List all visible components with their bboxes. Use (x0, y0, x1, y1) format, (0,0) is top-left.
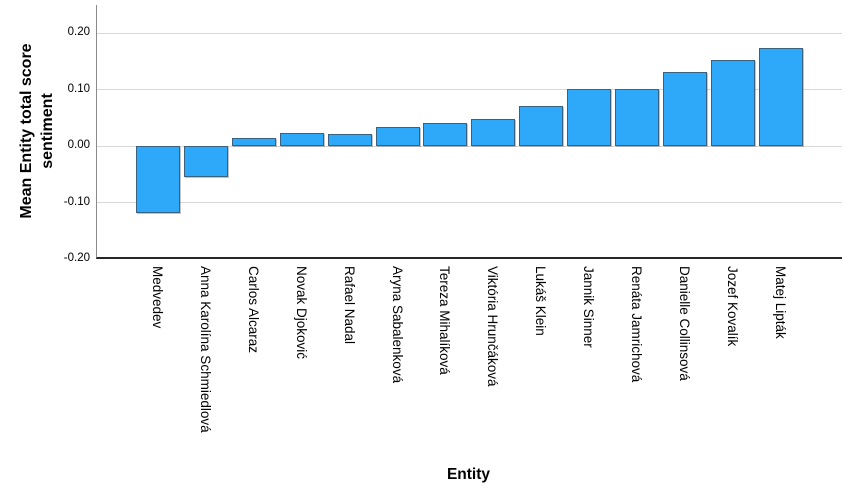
x-tick-label: Renáta Jamrichová (629, 266, 644, 383)
x-tick-label: Novak Djoković (293, 266, 309, 360)
bar (710, 59, 755, 146)
gridline (97, 145, 842, 147)
y-tick-label: -0.20 (63, 252, 90, 264)
x-tick-label: Aryna Sabalenková (389, 266, 405, 384)
gridline (97, 89, 842, 91)
x-tick-label: Viktória Hrunčáková (485, 266, 501, 387)
y-tick-label: -0.10 (63, 195, 90, 208)
x-tick-label: Danielle Collinsová (676, 266, 692, 381)
x-tick-label: Matej Lipták (772, 266, 788, 339)
x-tick-label: Tereza Mihalíková (437, 266, 453, 375)
gridline (97, 32, 842, 34)
x-tick-label: Medvedev (150, 266, 165, 329)
bar (231, 137, 276, 146)
bar (279, 133, 324, 146)
x-tick-label: Carlos Alcaraz (245, 266, 261, 354)
bar (375, 127, 420, 146)
bar (662, 71, 707, 146)
x-tick-label: Rafael Nadal (341, 266, 357, 345)
x-axis-title: Entity (446, 466, 491, 483)
bar (567, 89, 612, 146)
plot-area (96, 5, 842, 259)
y-tick-label: 0.00 (67, 139, 90, 152)
y-tick-label: 0.20 (67, 26, 90, 39)
x-tick-label: Jozef Kovalík (724, 266, 740, 347)
x-tick-label: Lukáš Klein (533, 266, 549, 336)
bar (423, 122, 468, 146)
bar (471, 119, 516, 146)
bar (327, 133, 372, 146)
bar (615, 89, 659, 146)
x-tick-label: Anna Karolína Schmiedlová (197, 266, 213, 433)
gridline (97, 202, 842, 204)
bar (519, 106, 564, 146)
bar (183, 145, 228, 177)
x-tick-label: Jannik Sinner (581, 266, 597, 348)
y-tick-label: 0.10 (67, 82, 90, 95)
bar (758, 48, 803, 146)
bar (136, 145, 180, 214)
